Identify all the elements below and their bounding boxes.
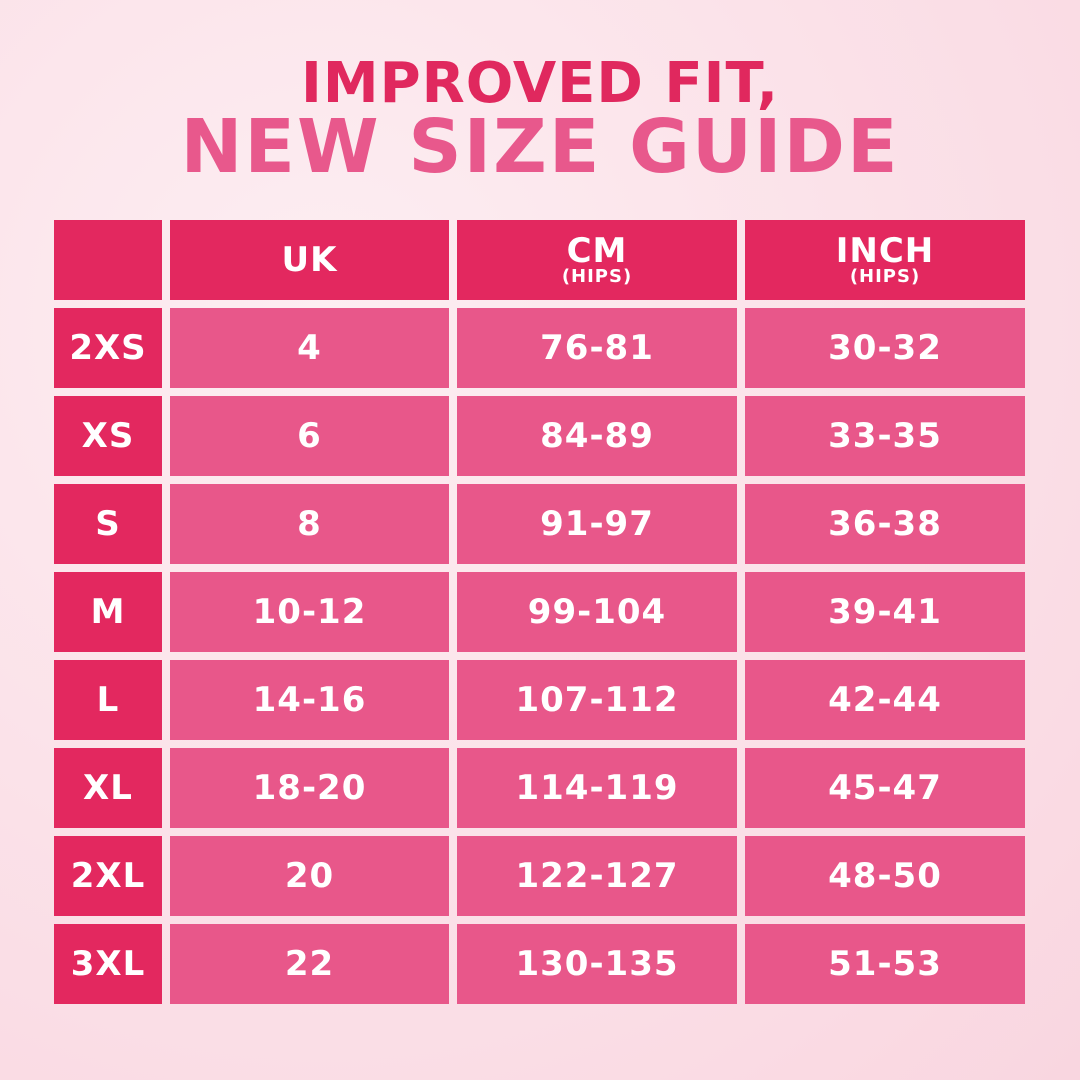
size-label-cell: M xyxy=(54,572,162,652)
size-label-cell: 2XS xyxy=(54,308,162,388)
size-label-cell: 2XL xyxy=(54,836,162,916)
header-cell-inch: INCH (HIPS) xyxy=(745,220,1025,300)
header-cell-cm: CM (HIPS) xyxy=(457,220,737,300)
header-label: CM xyxy=(566,231,628,271)
table-cell-uk: 4 xyxy=(170,308,449,388)
table-cell-inch: 51-53 xyxy=(745,924,1025,1004)
table-cell-uk: 14-16 xyxy=(170,660,449,740)
title-line-2: NEW SIZE GUIDE xyxy=(180,104,900,190)
table-cell-inch: 39-41 xyxy=(745,572,1025,652)
header-label: INCH xyxy=(835,231,935,271)
table-cell-inch: 36-38 xyxy=(745,484,1025,564)
table-cell-cm: 114-119 xyxy=(457,748,737,828)
table-cell-cm: 130-135 xyxy=(457,924,737,1004)
header-cell-size xyxy=(54,220,162,300)
table-cell-inch: 48-50 xyxy=(745,836,1025,916)
table-cell-uk: 20 xyxy=(170,836,449,916)
table-cell-cm: 91-97 xyxy=(457,484,737,564)
header-label: UK xyxy=(281,240,338,280)
table-cell-inch: 33-35 xyxy=(745,396,1025,476)
table-cell-uk: 22 xyxy=(170,924,449,1004)
table-cell-cm: 107-112 xyxy=(457,660,737,740)
table-cell-cm: 84-89 xyxy=(457,396,737,476)
header-cell-uk: UK xyxy=(170,220,449,300)
table-cell-uk: 18-20 xyxy=(170,748,449,828)
header-sublabel: (HIPS) xyxy=(849,266,921,287)
table-cell-uk: 8 xyxy=(170,484,449,564)
table-cell-inch: 45-47 xyxy=(745,748,1025,828)
table-cell-inch: 42-44 xyxy=(745,660,1025,740)
table-cell-uk: 10-12 xyxy=(170,572,449,652)
header-sublabel: (HIPS) xyxy=(561,266,633,287)
size-label-cell: 3XL xyxy=(54,924,162,1004)
table-cell-cm: 99-104 xyxy=(457,572,737,652)
size-label-cell: L xyxy=(54,660,162,740)
size-label-cell: S xyxy=(54,484,162,564)
table-cell-cm: 76-81 xyxy=(457,308,737,388)
size-label-cell: XS xyxy=(54,396,162,476)
table-cell-uk: 6 xyxy=(170,396,449,476)
table-cell-cm: 122-127 xyxy=(457,836,737,916)
title-line-1: IMPROVED FIT, xyxy=(301,51,779,116)
table-cell-inch: 30-32 xyxy=(745,308,1025,388)
size-label-cell: XL xyxy=(54,748,162,828)
